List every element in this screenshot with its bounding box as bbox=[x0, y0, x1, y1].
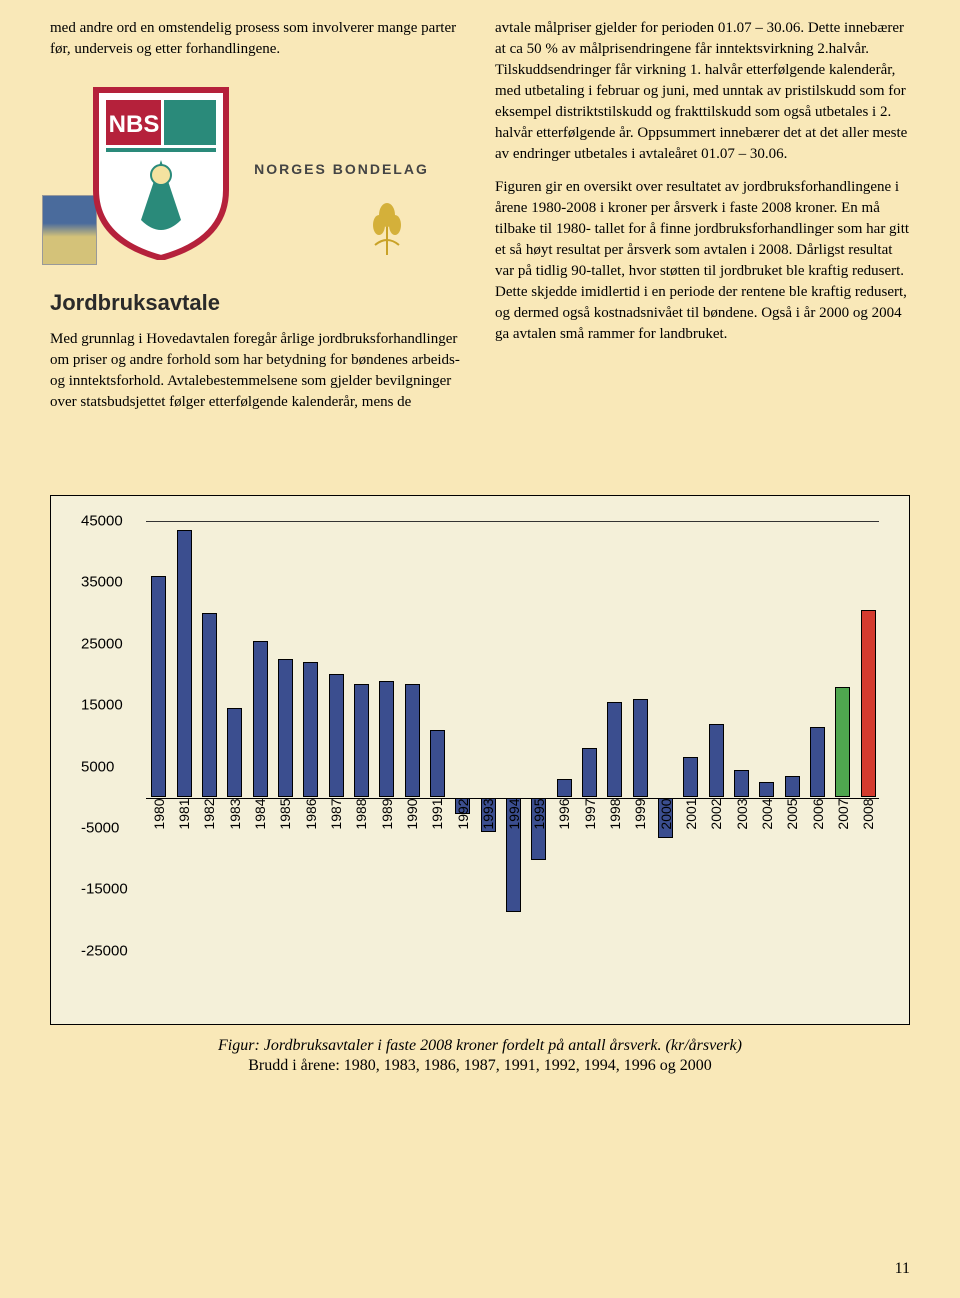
chart-bar bbox=[633, 699, 648, 797]
chart-bar bbox=[405, 684, 420, 798]
x-tick-label: 1982 bbox=[201, 794, 217, 834]
x-tick-label: 2005 bbox=[784, 794, 800, 834]
chart-bar bbox=[835, 687, 850, 798]
y-tick-label: 25000 bbox=[81, 635, 123, 652]
x-tick-label: 1980 bbox=[151, 794, 167, 834]
x-tick-label: 1989 bbox=[379, 794, 395, 834]
svg-text:NBS: NBS bbox=[109, 111, 160, 138]
x-tick-label: 1994 bbox=[506, 794, 522, 834]
x-tick-label: 1990 bbox=[404, 794, 420, 834]
chart-bar bbox=[354, 684, 369, 798]
chart-bar bbox=[177, 530, 192, 797]
x-tick-label: 1981 bbox=[176, 794, 192, 834]
x-tick-label: 2007 bbox=[835, 794, 851, 834]
chart-bar bbox=[582, 748, 597, 797]
x-tick-label: 1986 bbox=[303, 794, 319, 834]
y-tick-label: 15000 bbox=[81, 697, 123, 714]
chart-bar bbox=[709, 724, 724, 798]
wheat-icon bbox=[365, 200, 410, 255]
chart-bar bbox=[861, 610, 876, 797]
x-tick-label: 1996 bbox=[556, 794, 572, 834]
x-tick-label: 1983 bbox=[227, 794, 243, 834]
x-tick-label: 2000 bbox=[658, 794, 674, 834]
x-tick-label: 2001 bbox=[683, 794, 699, 834]
x-tick-label: 2004 bbox=[759, 794, 775, 834]
y-tick-label: 35000 bbox=[81, 574, 123, 591]
chart-bar bbox=[379, 681, 394, 798]
x-tick-label: 2006 bbox=[810, 794, 826, 834]
x-tick-label: 1988 bbox=[353, 794, 369, 834]
y-tick-label: 5000 bbox=[81, 758, 114, 775]
logo-label: NORGES BONDELAG bbox=[254, 160, 429, 180]
bondelag-shield-icon: NBS bbox=[86, 80, 236, 260]
chart-plot-area: 1980 1981 1982 1983 1984 1985 1986 1987 1988 1989… bbox=[146, 521, 879, 951]
chart-container: 1980 1981 1982 1983 1984 1985 1986 1987 1988 1989… bbox=[50, 495, 910, 1025]
x-tick-label: 1993 bbox=[480, 794, 496, 834]
para-right-1: avtale målpriser gjelder for perioden 01… bbox=[495, 18, 910, 165]
x-tick-label: 1997 bbox=[582, 794, 598, 834]
y-tick-label: -25000 bbox=[81, 942, 128, 959]
para-intro: med andre ord en omstendelig prosess som… bbox=[50, 18, 465, 60]
x-tick-label: 1998 bbox=[607, 794, 623, 834]
x-tick-label: 2008 bbox=[860, 794, 876, 834]
chart-bar bbox=[303, 662, 318, 797]
page-number: 11 bbox=[895, 1260, 910, 1278]
chart-bar bbox=[253, 641, 268, 798]
x-tick-label: 1985 bbox=[277, 794, 293, 834]
x-tick-label: 1992 bbox=[455, 794, 471, 834]
chart-bar bbox=[607, 702, 622, 797]
para-avtale: Med grunnlag i Hovedavtalen foregår årli… bbox=[50, 329, 465, 413]
x-tick-label: 1995 bbox=[531, 794, 547, 834]
logo-row: NBS NORGES BONDELAG bbox=[50, 80, 465, 260]
para-right-2: Figuren gir en oversikt over resultatet … bbox=[495, 177, 910, 345]
chart-bar bbox=[329, 674, 344, 797]
y-tick-label: 45000 bbox=[81, 512, 123, 529]
y-tick-label: -15000 bbox=[81, 881, 128, 898]
x-tick-label: 2002 bbox=[708, 794, 724, 834]
chart-bar bbox=[202, 613, 217, 797]
chart-caption: Figur: Jordbruksavtaler i faste 2008 kro… bbox=[50, 1037, 910, 1055]
x-tick-label: 1984 bbox=[252, 794, 268, 834]
x-tick-label: 2003 bbox=[734, 794, 750, 834]
chart-bar bbox=[430, 730, 445, 798]
x-tick-label: 1987 bbox=[328, 794, 344, 834]
x-tick-label: 1991 bbox=[429, 794, 445, 834]
chart-caption-2: Brudd i årene: 1980, 1983, 1986, 1987, 1… bbox=[50, 1057, 910, 1075]
section-heading: Jordbruksavtale bbox=[50, 288, 465, 319]
chart-bar bbox=[278, 659, 293, 797]
chart-bar bbox=[151, 576, 166, 797]
chart-bar bbox=[227, 708, 242, 797]
x-tick-label: 1999 bbox=[632, 794, 648, 834]
chart-bar bbox=[683, 757, 698, 797]
y-tick-label: -5000 bbox=[81, 819, 119, 836]
chart-bar bbox=[810, 727, 825, 798]
